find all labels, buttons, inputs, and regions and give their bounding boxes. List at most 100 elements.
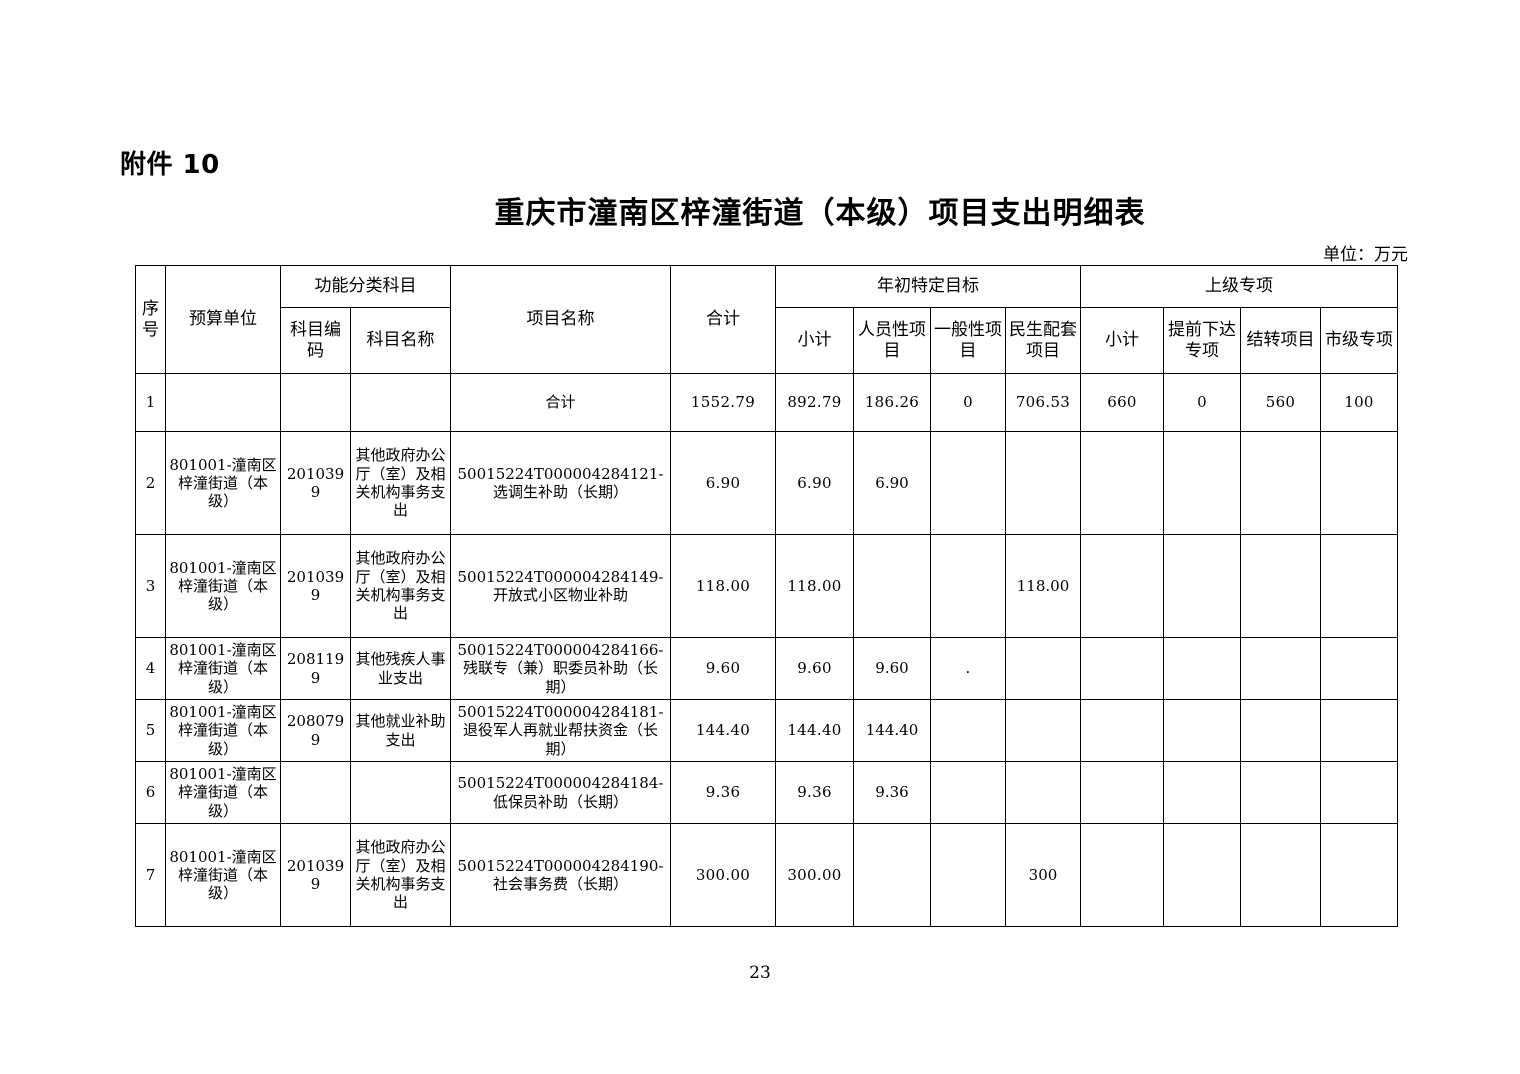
cell-total: 6.90 (670, 431, 776, 535)
cell-carryover-project: 560 (1240, 373, 1321, 432)
cell-seq: 2 (135, 431, 166, 535)
cell-project-name: 50015224T000004284149-开放式小区物业补助 (450, 534, 671, 638)
header-subject-code: 科目编码 (280, 307, 351, 374)
cell-project-name: 合计 (450, 373, 671, 432)
cell-subtotal-1: 9.60 (775, 637, 854, 700)
header-city-special: 市级专项 (1320, 307, 1398, 374)
cell-total: 144.40 (670, 699, 776, 762)
cell-total: 118.00 (670, 534, 776, 638)
cell-budget-unit: 801001-潼南区梓潼街道（本级） (165, 637, 281, 700)
cell-personnel-project: 9.36 (853, 761, 931, 824)
cell-livelihood-project (1005, 637, 1081, 700)
header-year-start-group: 年初特定目标 (775, 265, 1081, 308)
cell-livelihood-project: 300 (1005, 823, 1081, 927)
cell-seq: 5 (135, 699, 166, 762)
cell-budget-unit: 801001-潼南区梓潼街道（本级） (165, 431, 281, 535)
table-row: 7 801001-潼南区梓潼街道（本级） 2010399 其他政府办公厅（室）及… (135, 823, 1398, 927)
cell-budget-unit: 801001-潼南区梓潼街道（本级） (165, 761, 281, 824)
cell-personnel-project: 144.40 (853, 699, 931, 762)
cell-budget-unit (165, 373, 281, 432)
header-personnel-project: 人员性项目 (853, 307, 931, 374)
cell-project-name: 50015224T000004284190-社会事务费（长期） (450, 823, 671, 927)
header-upper-special-group: 上级专项 (1080, 265, 1398, 308)
header-subtotal-2: 小计 (1080, 307, 1164, 374)
cell-general-project (930, 823, 1006, 927)
table-body: 1 合计 1552.79 892.79 186.26 0 706.53 660 … (135, 373, 1398, 927)
cell-project-name: 50015224T000004284181-退役军人再就业帮扶资金（长期） (450, 699, 671, 762)
cell-subject-name: 其他就业补助支出 (350, 699, 451, 762)
cell-city-special (1320, 823, 1398, 927)
cell-advance-special: 0 (1163, 373, 1241, 432)
cell-general-project (930, 699, 1006, 762)
header-subject-name: 科目名称 (350, 307, 451, 374)
cell-total: 1552.79 (670, 373, 776, 432)
table-row: 5 801001-潼南区梓潼街道（本级） 2080799 其他就业补助支出 50… (135, 699, 1398, 762)
cell-carryover-project (1240, 534, 1321, 638)
cell-total: 9.60 (670, 637, 776, 700)
cell-livelihood-project: 118.00 (1005, 534, 1081, 638)
header-livelihood-project: 民生配套项目 (1005, 307, 1081, 374)
cell-city-special (1320, 534, 1398, 638)
cell-advance-special (1163, 823, 1241, 927)
cell-livelihood-project (1005, 431, 1081, 535)
cell-city-special: 100 (1320, 373, 1398, 432)
cell-subtotal-2 (1080, 534, 1164, 638)
cell-subtotal-2 (1080, 637, 1164, 700)
cell-seq: 1 (135, 373, 166, 432)
cell-city-special (1320, 431, 1398, 535)
cell-subtotal-2 (1080, 823, 1164, 927)
table-row: 2 801001-潼南区梓潼街道（本级） 2010399 其他政府办公厅（室）及… (135, 431, 1398, 535)
page-title: 重庆市潼南区梓潼街道（本级）项目支出明细表 (494, 196, 1146, 231)
header-subtotal-1: 小计 (775, 307, 854, 374)
cell-subject-code: 2010399 (280, 534, 351, 638)
cell-subtotal-1: 118.00 (775, 534, 854, 638)
header-general-project: 一般性项目 (930, 307, 1006, 374)
cell-city-special (1320, 761, 1398, 824)
header-total: 合计 (670, 265, 776, 374)
table-row: 3 801001-潼南区梓潼街道（本级） 2010399 其他政府办公厅（室）及… (135, 534, 1398, 638)
cell-subject-name (350, 761, 451, 824)
cell-personnel-project: 6.90 (853, 431, 931, 535)
header-seq: 序号 (135, 265, 166, 374)
cell-livelihood-project: 706.53 (1005, 373, 1081, 432)
cell-total: 9.36 (670, 761, 776, 824)
cell-carryover-project (1240, 761, 1321, 824)
table-header-row-top: 序号 预算单位 功能分类科目 项目名称 合计 年初特定目标 上级专项 (135, 265, 1398, 374)
cell-carryover-project (1240, 637, 1321, 700)
cell-subtotal-2 (1080, 699, 1164, 762)
header-function-class-group: 功能分类科目 (280, 265, 451, 308)
cell-subject-code: 2010399 (280, 431, 351, 535)
cell-personnel-project (853, 823, 931, 927)
cell-subject-name: 其他政府办公厅（室）及相关机构事务支出 (350, 823, 451, 927)
cell-carryover-project (1240, 823, 1321, 927)
cell-seq: 6 (135, 761, 166, 824)
cell-project-name: 50015224T000004284166-残联专（兼）职委员补助（长期） (450, 637, 671, 700)
cell-advance-special (1163, 699, 1241, 762)
cell-advance-special (1163, 534, 1241, 638)
attachment-label: 附件 10 (120, 150, 220, 180)
cell-city-special (1320, 699, 1398, 762)
cell-seq: 3 (135, 534, 166, 638)
page-number: 23 (749, 963, 771, 983)
cell-subtotal-2: 660 (1080, 373, 1164, 432)
cell-subject-code: 2080799 (280, 699, 351, 762)
cell-project-name: 50015224T000004284184-低保员补助（长期） (450, 761, 671, 824)
cell-total: 300.00 (670, 823, 776, 927)
cell-personnel-project: 186.26 (853, 373, 931, 432)
cell-carryover-project (1240, 431, 1321, 535)
cell-personnel-project (853, 534, 931, 638)
header-carryover-project: 结转项目 (1240, 307, 1321, 374)
cell-subject-name: 其他政府办公厅（室）及相关机构事务支出 (350, 534, 451, 638)
cell-advance-special (1163, 637, 1241, 700)
cell-general-project (930, 534, 1006, 638)
cell-subject-name: 其他政府办公厅（室）及相关机构事务支出 (350, 431, 451, 535)
cell-general-project (930, 431, 1006, 535)
cell-general-project: . (930, 637, 1006, 700)
cell-subject-name (350, 373, 451, 432)
header-project-name: 项目名称 (450, 265, 671, 374)
cell-subtotal-2 (1080, 431, 1164, 535)
cell-general-project (930, 761, 1006, 824)
cell-city-special (1320, 637, 1398, 700)
table-row: 6 801001-潼南区梓潼街道（本级） 50015224T0000042841… (135, 761, 1398, 824)
cell-personnel-project: 9.60 (853, 637, 931, 700)
